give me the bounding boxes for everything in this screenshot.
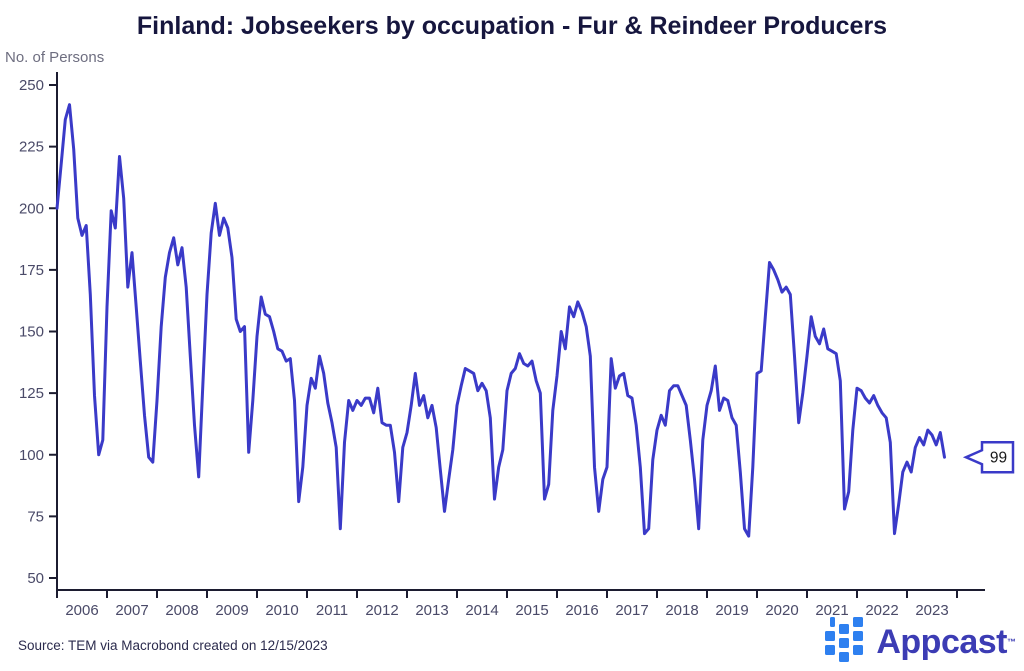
source-note: Source: TEM via Macrobond created on 12/… <box>18 638 328 653</box>
svg-text:2021: 2021 <box>815 602 848 619</box>
svg-text:2008: 2008 <box>165 602 198 619</box>
svg-text:2006: 2006 <box>65 602 98 619</box>
svg-text:100: 100 <box>19 447 44 464</box>
chart-title: Finland: Jobseekers by occupation - Fur … <box>136 12 888 40</box>
svg-text:225: 225 <box>19 139 44 156</box>
svg-text:2014: 2014 <box>465 602 498 619</box>
appcast-logo-text: Appcast <box>876 623 1007 661</box>
svg-text:2015: 2015 <box>515 602 548 619</box>
y-axis-unit-label: No. of Persons <box>5 49 105 66</box>
svg-text:2023: 2023 <box>915 602 948 619</box>
svg-text:99: 99 <box>990 450 1007 467</box>
svg-text:2012: 2012 <box>365 602 398 619</box>
svg-text:125: 125 <box>19 385 44 402</box>
svg-text:75: 75 <box>27 508 44 525</box>
end-value-callout: 99 <box>962 440 1015 474</box>
svg-text:2020: 2020 <box>765 602 798 619</box>
svg-text:2018: 2018 <box>665 602 698 619</box>
svg-text:50: 50 <box>27 570 44 587</box>
svg-text:2010: 2010 <box>265 602 298 619</box>
svg-text:2017: 2017 <box>615 602 648 619</box>
svg-text:200: 200 <box>19 200 44 217</box>
svg-text:150: 150 <box>19 324 44 341</box>
svg-text:2007: 2007 <box>115 602 148 619</box>
trademark-symbol: ™ <box>1007 637 1016 647</box>
appcast-logo: Appcast ™ <box>824 614 1016 670</box>
svg-text:175: 175 <box>19 262 44 279</box>
svg-text:2016: 2016 <box>565 602 598 619</box>
appcast-logo-mark <box>825 617 864 662</box>
svg-text:250: 250 <box>19 77 44 94</box>
svg-text:2022: 2022 <box>865 602 898 619</box>
svg-text:2013: 2013 <box>415 602 448 619</box>
svg-text:2011: 2011 <box>316 602 348 619</box>
svg-text:2009: 2009 <box>215 602 248 619</box>
svg-text:2019: 2019 <box>715 602 748 619</box>
